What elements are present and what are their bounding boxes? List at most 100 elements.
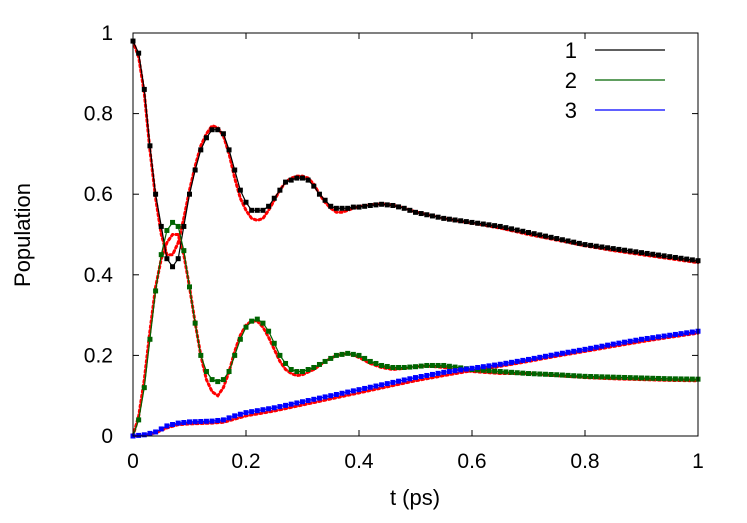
series-1-point <box>203 135 209 141</box>
series-3-point <box>396 378 402 384</box>
series-2-point <box>667 376 673 382</box>
series-3-point <box>367 384 373 390</box>
series-3-point <box>627 338 633 344</box>
series-3-point <box>537 354 543 360</box>
x-tick-label: 0.4 <box>344 450 374 473</box>
series-3-point <box>288 401 294 407</box>
series-3-point <box>588 345 594 351</box>
series-1-point <box>554 236 560 242</box>
series-line-1 <box>132 40 699 268</box>
series-3-point <box>136 432 142 438</box>
series-2-point <box>288 367 294 373</box>
series-2-point <box>141 385 147 391</box>
series-2-point <box>181 248 187 254</box>
axis-ticks: 0 0.2 0.4 0.6 0.8 1 0 0.2 0.4 0.6 0.8 1 <box>84 22 704 473</box>
series-1-point <box>689 257 695 263</box>
series-2-point <box>164 227 170 233</box>
series-3-point <box>458 367 464 373</box>
series-2-point <box>633 375 639 381</box>
series-3-point <box>254 408 260 414</box>
series-3-point <box>576 347 582 353</box>
series-2-point <box>542 371 548 377</box>
series-3-point <box>413 375 418 381</box>
y-tick-label: 0.4 <box>84 264 114 287</box>
series-2-point <box>362 355 368 361</box>
series-2-point <box>305 367 311 373</box>
series-3-point <box>175 420 181 426</box>
series-curves <box>130 38 701 439</box>
series-2-point <box>237 336 243 342</box>
series-2-point <box>407 364 413 370</box>
series-3-point <box>435 370 441 376</box>
series-2-point <box>537 371 543 377</box>
series-1-point <box>627 248 633 254</box>
x-tick-label: 0.2 <box>231 450 260 473</box>
series-1-point <box>153 191 159 197</box>
series-3-point <box>305 398 311 404</box>
series-3-point <box>650 335 656 341</box>
series-3-point <box>582 346 588 352</box>
series-2-point <box>277 352 283 358</box>
series-1-point <box>192 167 198 173</box>
series-2-point <box>260 320 266 326</box>
series-3-point <box>486 363 492 369</box>
series-2-point <box>294 369 300 375</box>
legend-label-3: 3 <box>565 98 577 123</box>
series-2-point <box>413 364 418 370</box>
series-3-point <box>141 432 147 438</box>
series-3-point <box>689 329 695 335</box>
series-3-point <box>565 349 571 355</box>
series-1-point <box>390 202 396 208</box>
y-tick-label: 0.2 <box>84 344 113 367</box>
series-2-point <box>266 328 272 334</box>
series-2-point <box>170 219 176 225</box>
series-3-point <box>198 418 204 424</box>
series-2-point <box>192 320 198 326</box>
series-2-point <box>418 363 424 369</box>
series-1-point <box>548 234 554 240</box>
series-1-point <box>531 231 537 237</box>
series-1-point <box>373 202 379 208</box>
series-1-point <box>147 143 153 149</box>
series-3-point <box>661 333 667 339</box>
series-1-point <box>492 223 498 229</box>
x-tick-label: 0.8 <box>570 450 599 473</box>
series-1-point <box>356 204 362 210</box>
series-1-point <box>283 179 289 185</box>
series-3-point <box>170 422 176 428</box>
series-2-point <box>249 318 255 324</box>
series-1-point <box>260 207 266 213</box>
series-1-point <box>655 252 661 258</box>
series-2-point <box>316 361 322 367</box>
x-tick-label: 1 <box>692 450 704 473</box>
series-1-point <box>396 204 402 210</box>
series-2-point <box>565 372 571 378</box>
series-2-point <box>435 362 441 368</box>
series-3-point <box>593 344 599 350</box>
series-1-point <box>418 211 424 217</box>
series-1-point <box>288 177 294 183</box>
series-3-point <box>164 423 170 429</box>
series-2-point <box>559 372 565 378</box>
series-2-point <box>429 362 435 368</box>
series-3-point <box>277 404 283 410</box>
series-1-point <box>475 220 481 226</box>
series-3-point <box>390 379 396 385</box>
series-3-point <box>667 332 673 338</box>
series-3-point <box>294 400 300 406</box>
series-3-point <box>226 415 232 421</box>
series-3-point <box>514 358 520 364</box>
series-3-point <box>379 382 385 388</box>
series-3-point <box>571 348 577 354</box>
series-1-point <box>605 245 611 251</box>
y-tick-label: 0.8 <box>84 103 113 126</box>
x-tick-label: 0.6 <box>457 450 486 473</box>
series-2-point <box>610 374 616 380</box>
series-2-point <box>153 288 159 294</box>
series-3-point <box>232 413 238 419</box>
series-2-point <box>622 374 628 380</box>
series-3-point <box>605 342 611 348</box>
series-3-point <box>548 352 554 358</box>
series-1-point <box>599 244 605 250</box>
series-1-point <box>542 233 548 239</box>
